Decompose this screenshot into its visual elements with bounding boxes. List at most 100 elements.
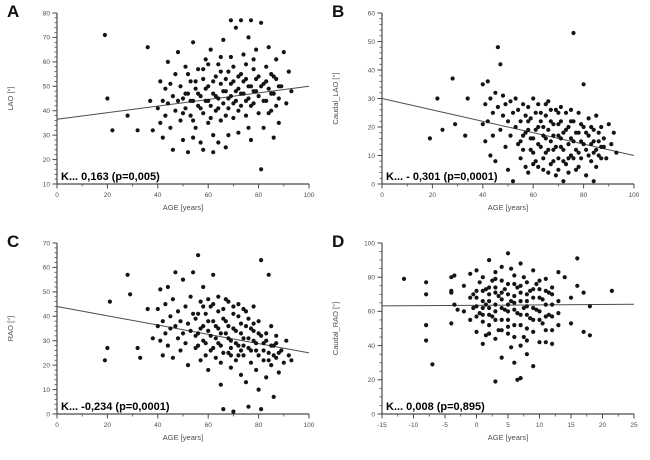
data-point: [435, 96, 440, 101]
data-point: [211, 302, 216, 307]
data-point: [196, 67, 201, 72]
data-point: [233, 89, 238, 94]
data-point: [587, 304, 592, 309]
data-point: [568, 321, 574, 326]
data-point: [558, 144, 563, 149]
data-point: [218, 360, 223, 365]
data-point: [424, 323, 429, 328]
data-point: [251, 328, 256, 333]
data-point: [490, 314, 495, 319]
data-point: [513, 96, 518, 101]
data-point: [203, 86, 208, 91]
data-point: [228, 345, 233, 351]
data-point: [609, 288, 614, 293]
data-point: [480, 122, 485, 127]
data-point: [499, 328, 504, 333]
panel-b: 0 20 40 60 80 100 0 10 20 30 40 50 60 AGE [years] Caud…: [325, 0, 650, 230]
data-point: [158, 338, 163, 343]
y-tick-label: 70: [43, 35, 51, 42]
data-point: [221, 101, 226, 106]
data-point: [281, 360, 286, 365]
data-point: [528, 116, 533, 121]
y-tick-label: 10: [43, 387, 51, 394]
data-point: [531, 329, 536, 334]
data-point: [536, 142, 541, 147]
data-point: [541, 133, 546, 138]
data-point: [259, 20, 264, 25]
data-point: [533, 159, 538, 164]
data-point: [487, 323, 492, 328]
data-point: [238, 331, 244, 336]
data-point: [198, 326, 203, 331]
data-point: [196, 91, 201, 96]
data-point: [483, 139, 488, 144]
data-point: [241, 353, 246, 358]
data-point: [271, 353, 276, 358]
panel-d: -15 -10 -5 0 5 10 15 20 25 0 20 40 60 80 100 AGE [years…: [325, 230, 650, 460]
x-tick-label: 0: [380, 192, 384, 199]
data-point: [246, 35, 251, 40]
data-point: [551, 147, 556, 152]
y-axis-label: Caudal_RAO [°]: [331, 302, 340, 355]
data-point: [483, 287, 488, 292]
data-point: [259, 84, 264, 89]
data-point: [493, 285, 498, 290]
data-point: [236, 108, 241, 113]
data-point: [499, 317, 504, 322]
data-point: [135, 345, 140, 351]
data-point: [500, 113, 506, 118]
data-point: [223, 319, 228, 324]
data-point: [241, 52, 246, 57]
data-point: [160, 98, 165, 103]
data-point: [221, 37, 226, 43]
tick-labels: 0 20 40 60 80 100 0 10 20 30 40 50 60: [368, 10, 640, 199]
data-point: [480, 288, 485, 293]
data-point: [596, 130, 601, 135]
data-point: [251, 67, 256, 72]
data-point: [505, 281, 511, 287]
data-point: [221, 89, 226, 94]
data-point: [503, 144, 508, 149]
data-point: [191, 270, 196, 275]
data-point: [231, 311, 236, 316]
x-tick-label: 20: [429, 192, 437, 199]
data-point: [561, 179, 566, 184]
data-point: [233, 341, 238, 346]
data-point: [524, 299, 529, 304]
data-point: [193, 86, 198, 91]
data-point: [591, 150, 596, 155]
data-point: [440, 127, 445, 132]
data-point: [213, 94, 218, 99]
data-point: [218, 54, 223, 60]
data-point: [546, 290, 551, 295]
data-point: [248, 18, 254, 23]
data-point: [102, 32, 107, 38]
y-tick-label: 40: [43, 108, 51, 115]
data-point: [228, 365, 233, 370]
data-point: [165, 343, 170, 348]
data-point: [163, 113, 168, 118]
data-point: [269, 324, 274, 329]
data-point: [206, 328, 211, 333]
data-point: [493, 270, 498, 275]
y-axis-label: LAO [°]: [6, 86, 15, 110]
data-point: [168, 81, 173, 86]
data-point: [524, 326, 529, 331]
data-point: [218, 331, 223, 336]
data-point: [556, 133, 561, 138]
data-point: [515, 311, 520, 316]
data-point: [226, 106, 231, 111]
data-point: [206, 120, 211, 125]
y-tick-label: 70: [43, 240, 51, 247]
data-point: [498, 62, 503, 67]
data-point: [480, 341, 485, 346]
data-point: [477, 311, 482, 316]
data-point: [487, 305, 492, 311]
data-point: [548, 162, 553, 167]
data-point: [463, 133, 468, 138]
data-point: [274, 333, 279, 338]
data-point: [508, 99, 513, 104]
data-point: [193, 79, 198, 84]
data-point: [198, 140, 203, 145]
y-tick-label: 10: [43, 181, 51, 188]
